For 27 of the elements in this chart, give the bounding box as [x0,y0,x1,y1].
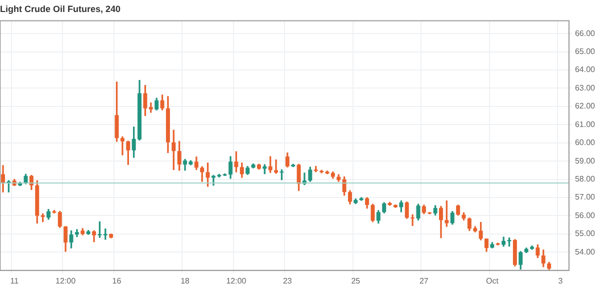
y-tick-label: 63.00 [574,83,596,92]
candlestick [410,214,415,226]
y-tick-label: 54.00 [574,247,596,256]
x-tick-label: 16 [112,276,122,286]
y-tick-label: 55.00 [574,229,596,238]
y-tick-label: 62.00 [574,102,596,111]
y-tick-label: 57.00 [574,192,596,202]
y-tick-label: 59.00 [574,156,596,166]
y-tick-label: 61.00 [574,120,596,129]
x-tick-label: 12:00 [226,276,247,286]
candlestick [274,159,278,174]
x-tick-label: 12:00 [56,276,76,286]
y-tick-label: 56.00 [574,210,596,220]
x-tick-label: 27 [419,276,429,286]
x-tick-label: Oct [486,276,500,286]
candlestick [120,136,124,156]
y-tick-label: 65.00 [574,46,596,56]
x-tick-label: 23 [282,276,292,286]
x-tick-label: 18 [180,276,190,286]
y-tick-label: 60.00 [574,138,596,148]
y-tick-label: 58.00 [574,174,596,184]
x-tick-label: 11 [10,276,20,286]
chart-title: Light Crude Oil Futures, 240 [0,4,121,14]
y-tick-label: 64.00 [574,65,596,74]
x-tick-label: 25 [351,276,361,286]
x-tick-label: 3 [558,276,564,286]
y-tick-label: 66.00 [574,28,596,38]
